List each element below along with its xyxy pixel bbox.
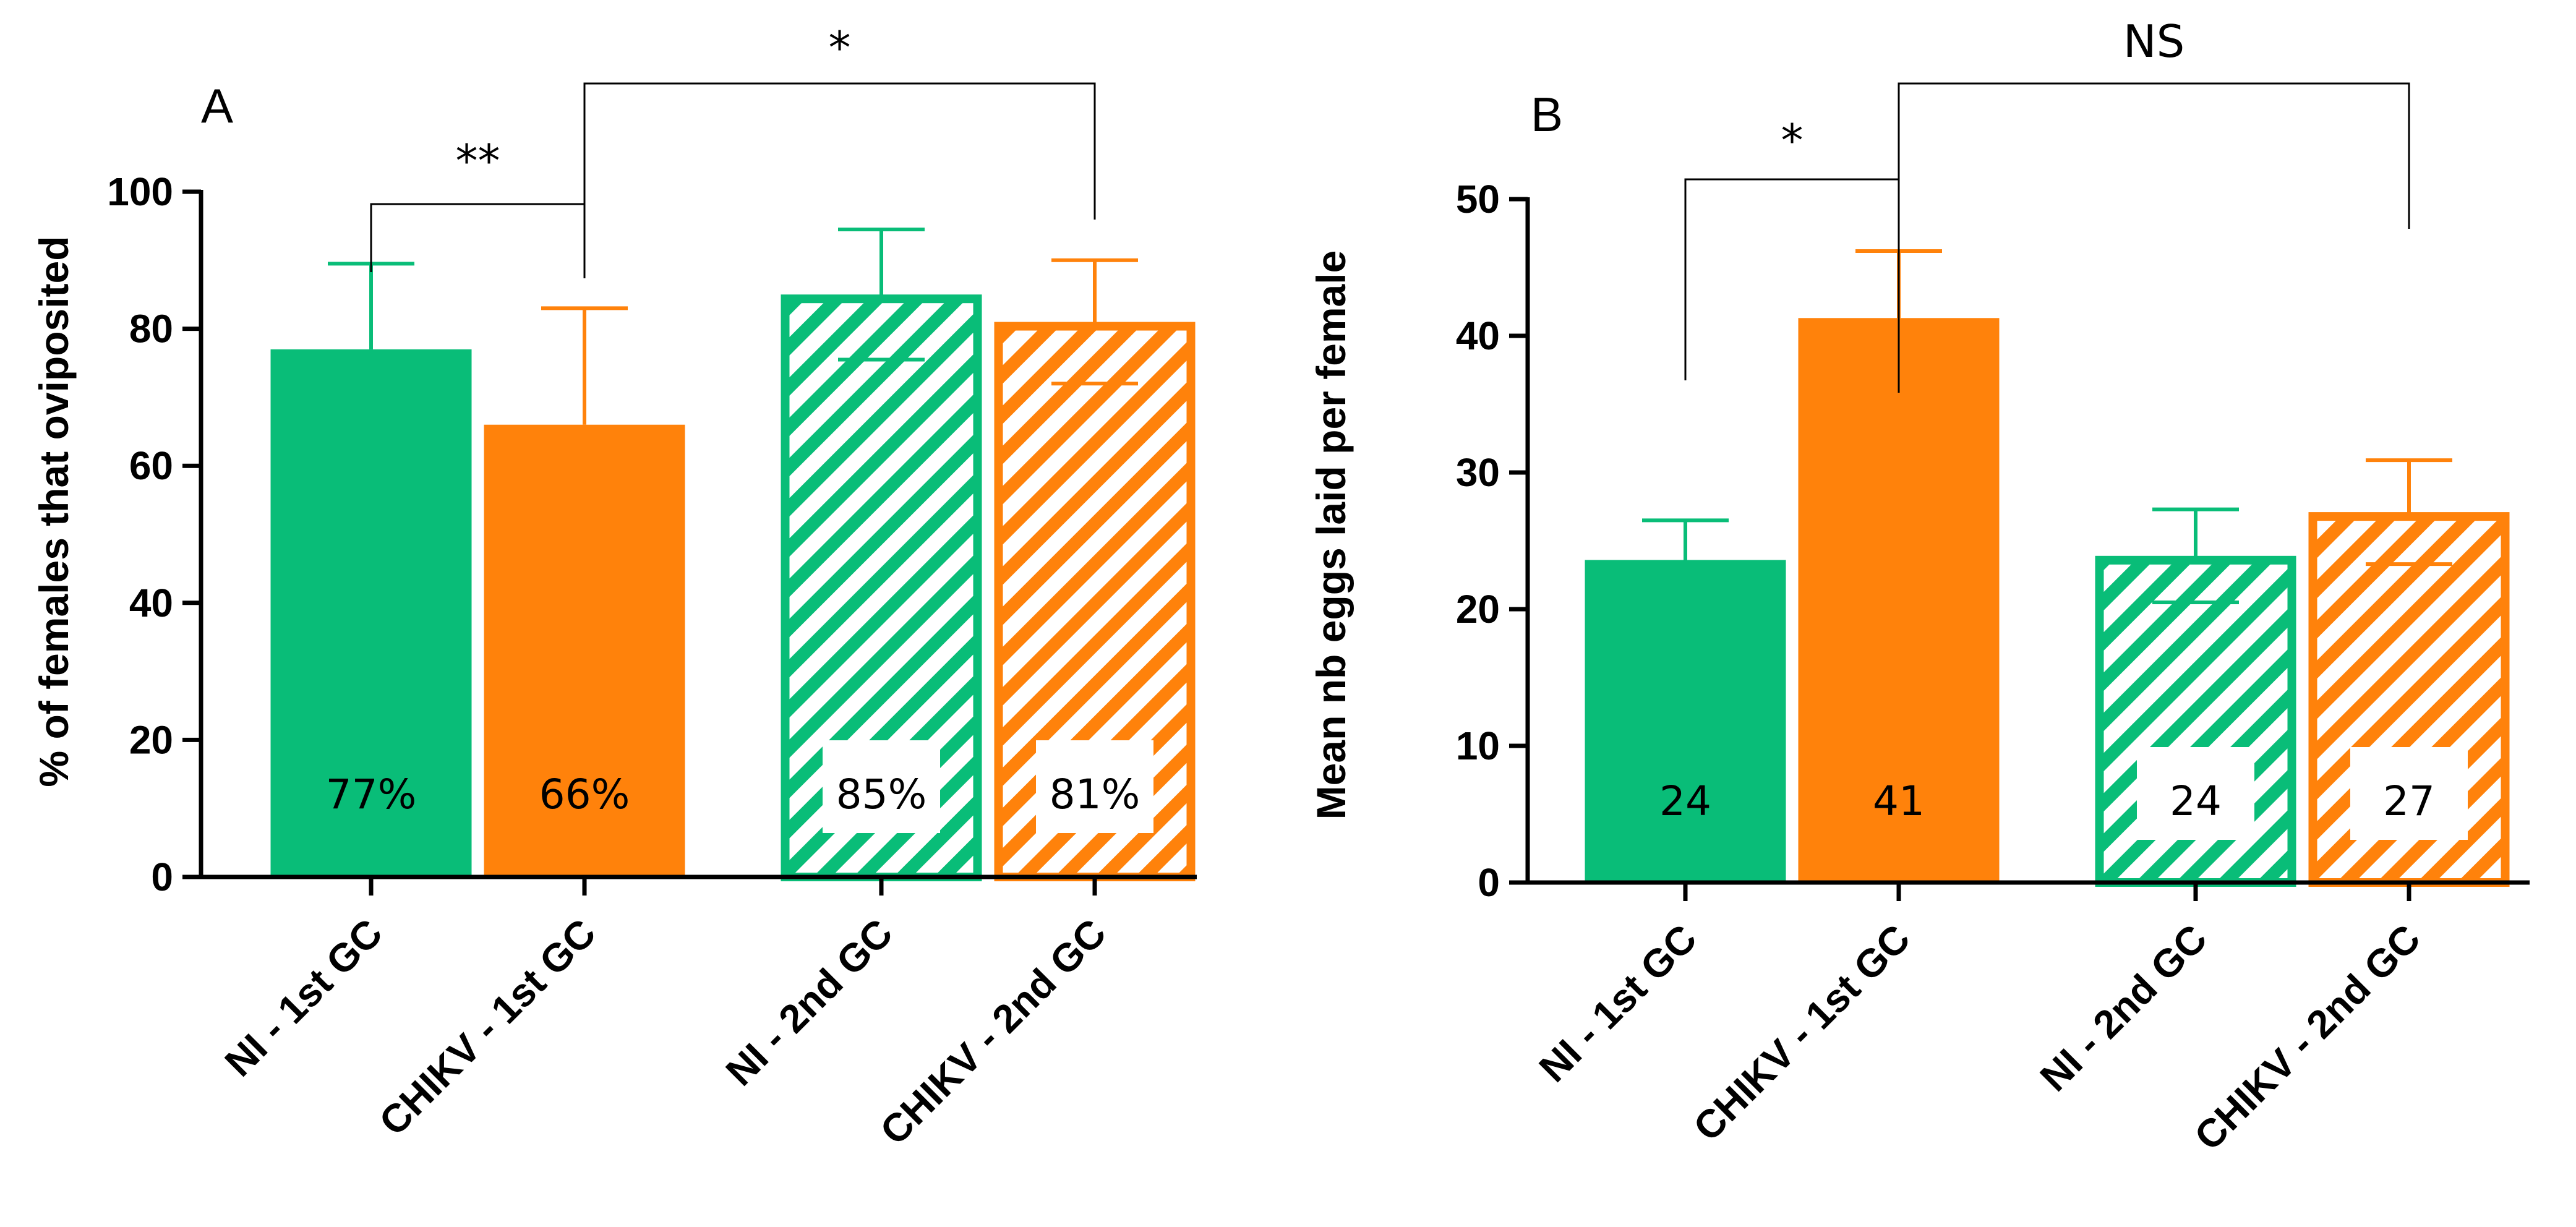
panel-a-significance-label: *	[829, 22, 851, 74]
panel-b-x-tick-label: NI - 2nd GC	[2032, 916, 2215, 1100]
panel-a-data-label: 81%	[1050, 771, 1140, 818]
panel-b-y-tick-label: 10	[1456, 724, 1500, 768]
panel-b-data-label: 41	[1873, 777, 1925, 825]
panel-b-x-tick-label: NI - 1st GC	[1531, 916, 1705, 1090]
panel-b-significance-label: *	[1781, 114, 1804, 166]
panel-a-data-label-box	[526, 740, 643, 833]
panel-b-y-axis-label: Mean nb eggs laid per female	[1308, 250, 1354, 820]
panel-b-data-label-box	[2350, 747, 2468, 840]
panel-b-data-label-box	[1840, 747, 1958, 840]
panel-a-data-label: 85%	[836, 771, 927, 818]
panel-a-x-tick-label: NI - 2nd GC	[717, 910, 901, 1094]
panel-b-significance-bracket	[1898, 82, 2410, 393]
panel-b: B Mean nb eggs laid per female 24 41 24 27 0…	[1308, 15, 2530, 1159]
panel-a-y-tick-label: 80	[129, 307, 173, 351]
panel-b-data-label: 24	[1659, 777, 1711, 825]
panel-b-y-tick-label: 0	[1478, 860, 1500, 905]
panel-a: A % of females that oviposited 77% 66% 85%…	[31, 22, 1197, 1153]
panel-b-y-tick-label: 50	[1456, 177, 1500, 221]
panel-a-y-tick-label: 20	[129, 717, 173, 762]
panel-a-y-tick-label: 40	[129, 581, 173, 625]
panel-a-x-tick-label: CHIKV - 2nd GC	[871, 910, 1115, 1153]
panel-b-data-label: 27	[2383, 777, 2435, 825]
panel-b-y-tick-label: 30	[1456, 450, 1500, 495]
panel-a-significance-label: **	[456, 135, 500, 187]
panel-b-x-tick-label: CHIKV - 2nd GC	[2186, 916, 2429, 1159]
panel-b-y-tick-label: 40	[1456, 314, 1500, 358]
panel-a-x-tick-label: NI - 1st GC	[216, 910, 391, 1085]
panel-b-data-label: 24	[2170, 777, 2222, 825]
panel-a-letter: A	[201, 79, 233, 133]
panel-a-y-tick-label: 60	[129, 443, 173, 488]
panel-b-x-tick-label: CHIKV - 1st GC	[1685, 916, 1919, 1150]
panel-b-data-label-box	[1627, 747, 1744, 840]
panel-b-letter: B	[1531, 87, 1563, 142]
panel-a-data-label: 66%	[539, 771, 630, 818]
panel-a-y-tick-label: 0	[151, 855, 173, 899]
panel-a-data-label: 77%	[326, 771, 417, 818]
panel-a-y-tick-label: 100	[107, 169, 173, 214]
panel-b-data-label-box	[2137, 747, 2254, 840]
panel-a-significance-bracket	[583, 82, 1096, 275]
panel-a-data-label-box	[823, 740, 940, 833]
panel-a-y-axis-label: % of females that oviposited	[31, 236, 77, 787]
panel-a-data-label-box	[1036, 740, 1153, 833]
panel-a-significance-bracket	[370, 203, 586, 278]
panel-b-significance-label: NS	[2123, 15, 2185, 67]
panel-a-data-label-box	[312, 740, 430, 833]
panel-a-x-tick-label: CHIKV - 1st GC	[370, 910, 604, 1144]
panel-b-y-tick-label: 20	[1456, 587, 1500, 631]
